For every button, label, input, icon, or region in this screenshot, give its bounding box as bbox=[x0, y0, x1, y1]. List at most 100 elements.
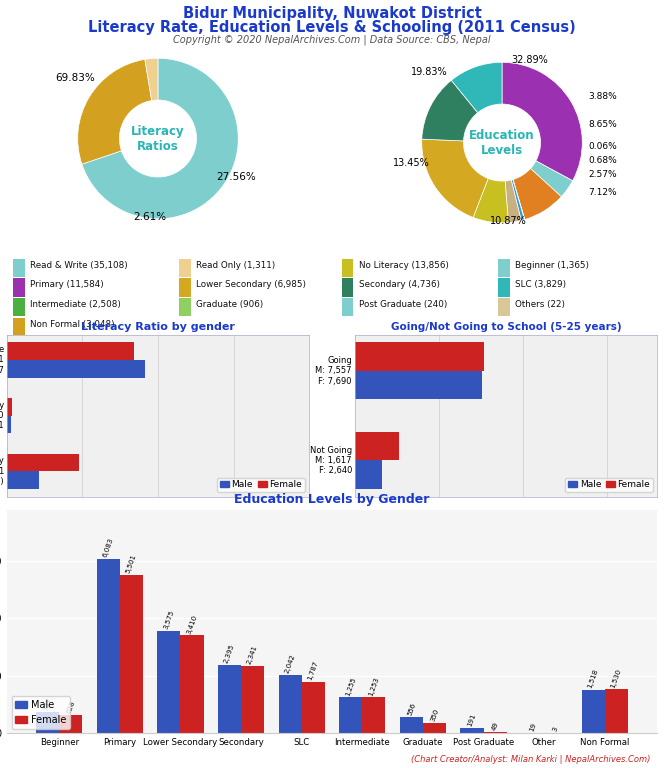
FancyBboxPatch shape bbox=[13, 298, 25, 316]
FancyBboxPatch shape bbox=[498, 278, 510, 296]
Title: Literacy Ratio by gender: Literacy Ratio by gender bbox=[81, 323, 235, 333]
FancyBboxPatch shape bbox=[342, 278, 353, 296]
Wedge shape bbox=[513, 180, 525, 220]
Text: 191: 191 bbox=[467, 713, 477, 727]
Bar bbox=[605, 690, 627, 733]
Text: 1,518: 1,518 bbox=[587, 668, 600, 689]
Bar bbox=[37, 712, 59, 733]
Bar bbox=[7, 359, 145, 378]
Bar bbox=[582, 690, 605, 733]
Bar bbox=[355, 371, 482, 399]
FancyBboxPatch shape bbox=[342, 259, 353, 277]
Text: Read Only (1,311): Read Only (1,311) bbox=[196, 260, 276, 270]
Bar bbox=[363, 697, 385, 733]
Legend: Male, Female: Male, Female bbox=[565, 478, 653, 492]
Bar bbox=[59, 715, 82, 733]
Text: Post Graduate (240): Post Graduate (240) bbox=[359, 300, 447, 309]
Bar bbox=[218, 664, 241, 733]
Text: 8.65%: 8.65% bbox=[589, 121, 618, 129]
Text: Beginner (1,365): Beginner (1,365) bbox=[515, 260, 589, 270]
Bar bbox=[339, 697, 363, 733]
Bar bbox=[461, 728, 483, 733]
Wedge shape bbox=[82, 58, 238, 219]
Text: 1,255: 1,255 bbox=[345, 676, 357, 697]
Wedge shape bbox=[505, 180, 521, 223]
Text: Intermediate (2,508): Intermediate (2,508) bbox=[30, 300, 121, 309]
Wedge shape bbox=[452, 62, 502, 113]
Wedge shape bbox=[502, 62, 582, 180]
Wedge shape bbox=[422, 139, 488, 217]
FancyBboxPatch shape bbox=[13, 259, 25, 277]
Wedge shape bbox=[78, 59, 151, 164]
Bar bbox=[7, 342, 134, 359]
Text: 7.12%: 7.12% bbox=[589, 188, 618, 197]
Text: 2,042: 2,042 bbox=[284, 653, 296, 674]
Text: 69.83%: 69.83% bbox=[56, 73, 96, 83]
Text: 10.87%: 10.87% bbox=[490, 217, 527, 227]
Text: Bidur Municipality, Nuwakot District: Bidur Municipality, Nuwakot District bbox=[183, 6, 481, 22]
Text: 737: 737 bbox=[42, 697, 53, 711]
Text: 3: 3 bbox=[552, 727, 559, 733]
Bar bbox=[355, 342, 484, 371]
Text: 32.89%: 32.89% bbox=[512, 55, 548, 65]
Text: No Literacy (13,856): No Literacy (13,856) bbox=[359, 260, 449, 270]
Text: Education
Levels: Education Levels bbox=[469, 128, 535, 157]
Text: Secondary (4,736): Secondary (4,736) bbox=[359, 280, 440, 290]
Bar bbox=[97, 558, 120, 733]
Wedge shape bbox=[511, 180, 525, 220]
FancyBboxPatch shape bbox=[498, 259, 510, 277]
Wedge shape bbox=[473, 178, 509, 223]
Text: Literacy Rate, Education Levels & Schooling (2011 Census): Literacy Rate, Education Levels & School… bbox=[88, 20, 576, 35]
Text: 6,083: 6,083 bbox=[102, 537, 115, 558]
Text: 3.88%: 3.88% bbox=[589, 91, 618, 101]
FancyBboxPatch shape bbox=[13, 278, 25, 296]
Bar bbox=[7, 454, 80, 472]
FancyBboxPatch shape bbox=[342, 298, 353, 316]
Text: 13.45%: 13.45% bbox=[393, 157, 430, 167]
Legend: Male, Female: Male, Female bbox=[217, 478, 305, 492]
Wedge shape bbox=[422, 81, 477, 141]
Bar bbox=[241, 666, 264, 733]
Text: Read & Write (35,108): Read & Write (35,108) bbox=[30, 260, 127, 270]
Bar bbox=[7, 415, 11, 433]
Text: 19: 19 bbox=[529, 721, 537, 732]
Text: 1,787: 1,787 bbox=[307, 660, 319, 681]
Text: 2.61%: 2.61% bbox=[133, 213, 167, 223]
Wedge shape bbox=[145, 58, 158, 101]
Bar bbox=[120, 575, 143, 733]
Text: 3,575: 3,575 bbox=[163, 609, 175, 630]
Bar bbox=[423, 723, 446, 733]
Text: Non Formal (3,048): Non Formal (3,048) bbox=[30, 319, 115, 329]
Text: 1,530: 1,530 bbox=[610, 667, 623, 689]
Text: SLC (3,829): SLC (3,829) bbox=[515, 280, 566, 290]
FancyBboxPatch shape bbox=[179, 298, 191, 316]
Text: 5,501: 5,501 bbox=[125, 554, 137, 574]
Text: Others (22): Others (22) bbox=[515, 300, 565, 309]
Text: Graduate (906): Graduate (906) bbox=[196, 300, 263, 309]
Bar bbox=[7, 472, 39, 489]
Text: Lower Secondary (6,985): Lower Secondary (6,985) bbox=[196, 280, 306, 290]
Bar bbox=[355, 461, 382, 489]
Text: 1,253: 1,253 bbox=[368, 676, 380, 697]
Bar bbox=[157, 631, 181, 733]
FancyBboxPatch shape bbox=[179, 259, 191, 277]
Text: 2.57%: 2.57% bbox=[589, 170, 618, 179]
Text: Primary (11,584): Primary (11,584) bbox=[30, 280, 104, 290]
Bar bbox=[181, 635, 203, 733]
Text: 19.83%: 19.83% bbox=[411, 67, 448, 77]
Text: 556: 556 bbox=[406, 702, 416, 717]
Text: 350: 350 bbox=[430, 708, 440, 723]
Text: 3,410: 3,410 bbox=[186, 614, 199, 634]
Text: 27.56%: 27.56% bbox=[216, 172, 256, 182]
Title: Education Levels by Gender: Education Levels by Gender bbox=[234, 493, 430, 505]
Bar bbox=[279, 675, 301, 733]
FancyBboxPatch shape bbox=[13, 318, 25, 336]
Bar bbox=[7, 398, 12, 415]
Text: Copyright © 2020 NepalArchives.Com | Data Source: CBS, Nepal: Copyright © 2020 NepalArchives.Com | Dat… bbox=[173, 35, 491, 45]
Text: 0.68%: 0.68% bbox=[589, 156, 618, 164]
Wedge shape bbox=[531, 161, 572, 197]
Title: Going/Not Going to School (5-25 years): Going/Not Going to School (5-25 years) bbox=[390, 323, 622, 333]
Text: 49: 49 bbox=[491, 721, 499, 731]
Text: 0.06%: 0.06% bbox=[589, 142, 618, 151]
FancyBboxPatch shape bbox=[179, 278, 191, 296]
